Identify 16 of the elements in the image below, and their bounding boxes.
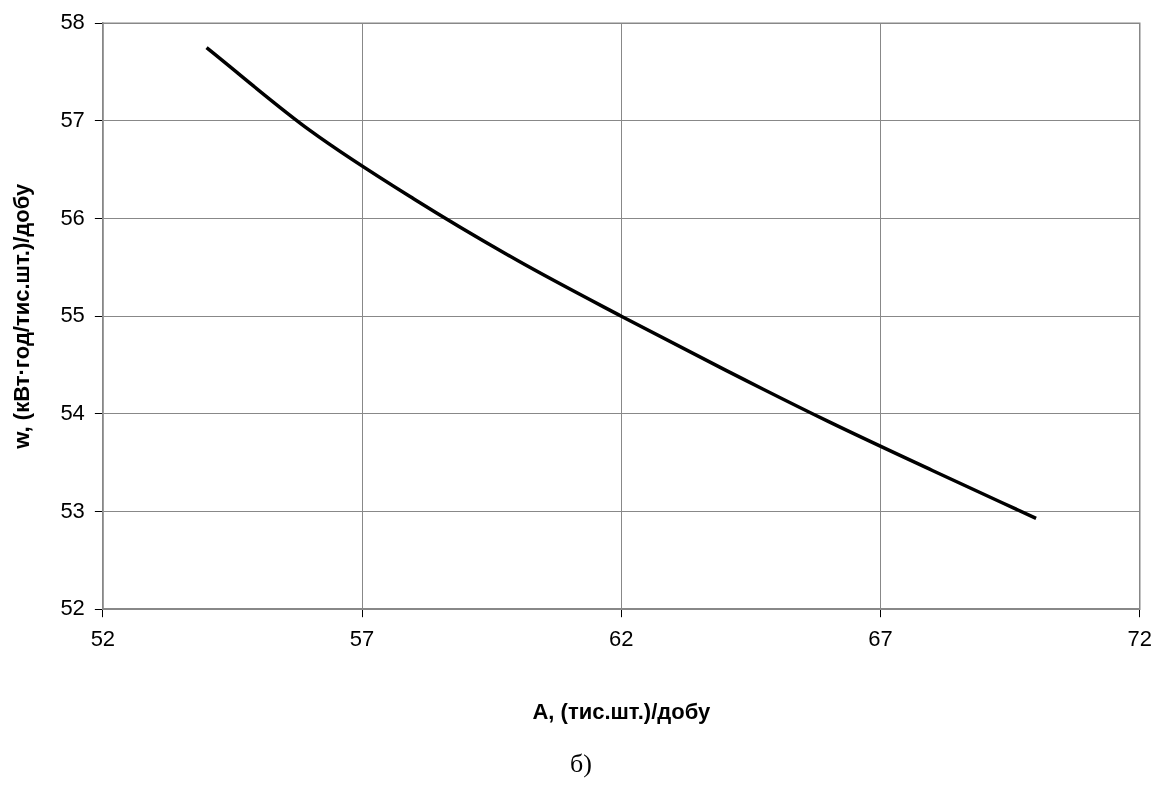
y-tick-label: 57 bbox=[60, 106, 85, 132]
y-tick-label: 52 bbox=[60, 595, 85, 621]
y-tick-label: 58 bbox=[60, 9, 85, 35]
x-tick-label: 67 bbox=[868, 626, 893, 652]
x-tick-label: 62 bbox=[609, 626, 634, 652]
y-axis-title: w, (кВт·год/тис.шт.)/добу bbox=[9, 182, 35, 450]
y-tick-label: 54 bbox=[60, 399, 85, 425]
x-tick-label: 52 bbox=[90, 626, 116, 652]
y-tick-label: 53 bbox=[60, 497, 85, 523]
y-tick-label: 55 bbox=[60, 302, 85, 328]
x-tick-label: 72 bbox=[1127, 626, 1153, 652]
y-tick-label: 56 bbox=[60, 204, 85, 230]
text: б) bbox=[570, 748, 592, 778]
line-series bbox=[204, 45, 1038, 521]
x-tick-label: 57 bbox=[349, 626, 375, 652]
x-axis-title: A, (тис.шт.)/добу bbox=[532, 698, 711, 724]
